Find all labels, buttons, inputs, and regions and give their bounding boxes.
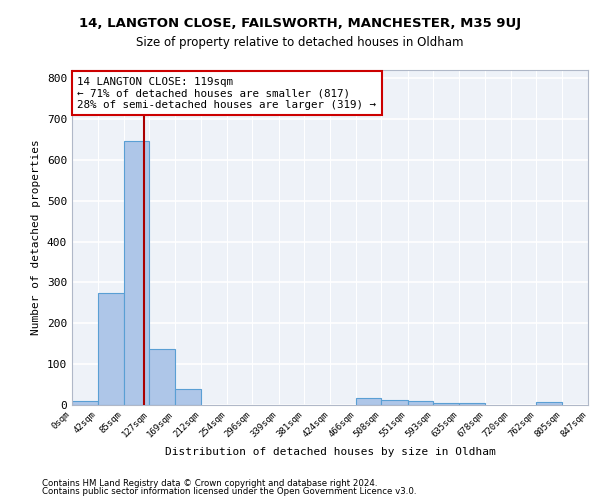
Bar: [407, 401, 433, 405]
Bar: [536, 402, 562, 405]
Bar: [98, 292, 124, 405]
Bar: [124, 142, 149, 405]
Bar: [356, 398, 382, 405]
Bar: [459, 403, 485, 405]
X-axis label: Distribution of detached houses by size in Oldham: Distribution of detached houses by size …: [164, 448, 496, 458]
Bar: [72, 401, 98, 405]
Bar: [382, 400, 407, 405]
Text: Contains HM Land Registry data © Crown copyright and database right 2024.: Contains HM Land Registry data © Crown c…: [42, 478, 377, 488]
Y-axis label: Number of detached properties: Number of detached properties: [31, 140, 41, 336]
Text: 14 LANGTON CLOSE: 119sqm
← 71% of detached houses are smaller (817)
28% of semi-: 14 LANGTON CLOSE: 119sqm ← 71% of detach…: [77, 76, 376, 110]
Text: Contains public sector information licensed under the Open Government Licence v3: Contains public sector information licen…: [42, 487, 416, 496]
Bar: [175, 390, 201, 405]
Text: 14, LANGTON CLOSE, FAILSWORTH, MANCHESTER, M35 9UJ: 14, LANGTON CLOSE, FAILSWORTH, MANCHESTE…: [79, 18, 521, 30]
Text: Size of property relative to detached houses in Oldham: Size of property relative to detached ho…: [136, 36, 464, 49]
Bar: [149, 348, 175, 405]
Bar: [433, 403, 459, 405]
